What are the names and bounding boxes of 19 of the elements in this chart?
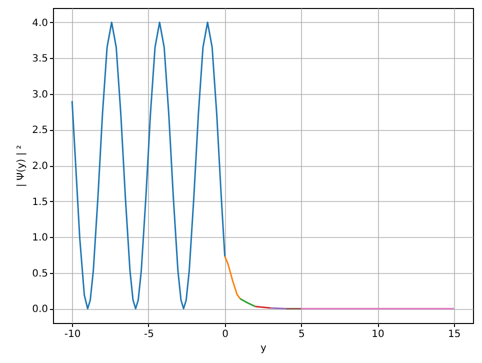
y-tick-label: 2.0 [32, 161, 48, 172]
y-tick-label: 1.5 [32, 196, 48, 208]
y-tick-label: 0.5 [32, 268, 48, 280]
y-tick-label: 3.0 [32, 89, 48, 100]
y-tick-label: 2.5 [32, 125, 48, 136]
x-tick-label: -10 [64, 329, 81, 340]
x-tick-label: 0 [222, 329, 229, 340]
line-series [71, 22, 226, 310]
line-series [224, 256, 241, 300]
y-tick-label: 4.0 [32, 18, 48, 29]
y-tick-label: 0.0 [32, 304, 48, 316]
x-tick-label: 10 [372, 329, 384, 340]
y-tick-label: 1.0 [32, 232, 48, 244]
x-tick-label: 15 [448, 329, 461, 340]
y-tick-label: 3.5 [32, 54, 48, 65]
y-axis-title: | Ψ(y) | ² [16, 145, 28, 187]
x-tick-label: -5 [144, 329, 154, 340]
x-axis-title: y [260, 343, 267, 354]
x-tick-label: 5 [298, 329, 305, 340]
